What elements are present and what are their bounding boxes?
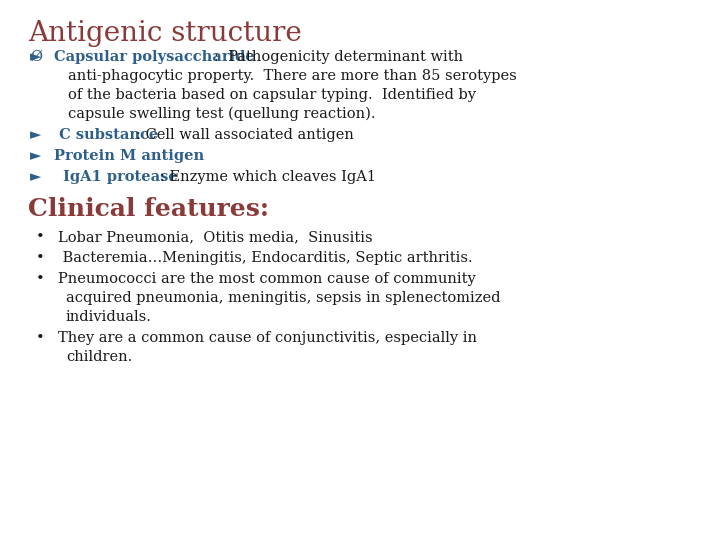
Text: •: • (36, 251, 45, 265)
Text: :  Pathogenicity determinant with: : Pathogenicity determinant with (214, 50, 463, 64)
Text: C substance: C substance (54, 128, 158, 142)
Text: Bacteremia…Meningitis, Endocarditis, Septic arthritis.: Bacteremia…Meningitis, Endocarditis, Sep… (58, 251, 472, 265)
Text: individuals.: individuals. (66, 310, 152, 324)
Text: Capsular polysaccharide: Capsular polysaccharide (54, 50, 255, 64)
Text: Ø: Ø (30, 50, 42, 64)
Text: : Enzyme which cleaves IgA1: : Enzyme which cleaves IgA1 (160, 170, 376, 184)
Text: •: • (36, 272, 45, 286)
Text: ►: ► (30, 170, 41, 184)
Text: of the bacteria based on capsular typing.  Identified by: of the bacteria based on capsular typing… (68, 88, 476, 102)
Text: ►: ► (30, 128, 41, 142)
Text: •: • (36, 230, 45, 244)
Text: children.: children. (66, 350, 132, 364)
Text: Clinical features:: Clinical features: (28, 197, 269, 221)
Text: ►: ► (30, 50, 41, 64)
Text: •: • (36, 331, 45, 345)
Text: Antigenic structure: Antigenic structure (28, 20, 302, 47)
Text: Protein M antigen: Protein M antigen (54, 149, 204, 163)
Text: IgA1 protease: IgA1 protease (58, 170, 178, 184)
Text: anti-phagocytic property.  There are more than 85 serotypes: anti-phagocytic property. There are more… (68, 69, 517, 83)
Text: acquired pneumonia, meningitis, sepsis in splenectomized: acquired pneumonia, meningitis, sepsis i… (66, 291, 500, 305)
Text: : Cell wall associated antigen: : Cell wall associated antigen (136, 128, 354, 142)
Text: Lobar Pneumonia,  Otitis media,  Sinusitis: Lobar Pneumonia, Otitis media, Sinusitis (58, 230, 373, 244)
Text: Pneumococci are the most common cause of community: Pneumococci are the most common cause of… (58, 272, 476, 286)
Text: capsule swelling test (quellung reaction).: capsule swelling test (quellung reaction… (68, 107, 376, 122)
Text: They are a common cause of conjunctivitis, especially in: They are a common cause of conjunctiviti… (58, 331, 477, 345)
Text: ►: ► (30, 149, 41, 163)
